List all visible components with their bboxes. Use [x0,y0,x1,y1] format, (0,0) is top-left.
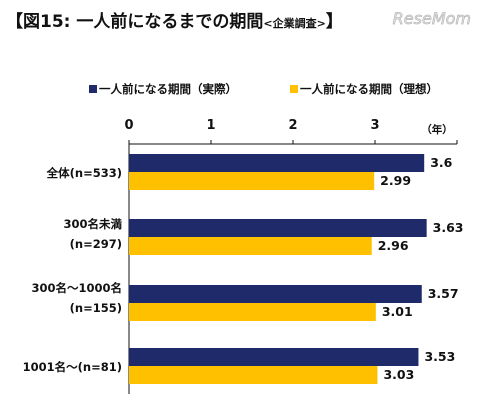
bar-actual-1 [129,219,427,237]
value-label-actual-1: 3.63 [433,220,464,235]
watermark: ReseMom [393,9,471,28]
value-label-ideal-3: 3.03 [383,367,414,382]
bar-actual-3 [129,348,419,366]
x-axis-ticks [128,140,458,144]
bar-ideal-0 [129,172,375,190]
value-label-ideal-1: 2.96 [378,238,409,253]
value-label-actual-2: 3.57 [428,286,459,301]
x-tick-1: 1 [206,118,215,133]
chart-title: 【図15: 一人前になるまでの期間<企業調査>】 [6,11,343,32]
category-label-300to1000: 300名～1000名(n=155) [31,281,122,315]
category-label-1001plus: 1001名～(n=81) [23,360,122,374]
legend-label-actual: 一人前になる期間（実際） [99,82,237,96]
chart-subtitle: <企業調査> [263,16,325,30]
legend-swatch-actual [89,85,97,93]
x-tick-2: 2 [288,118,297,133]
legend-label-ideal: 一人前になる期間（理想） [300,82,438,96]
legend-swatch-ideal [290,85,298,93]
bar-ideal-1 [129,237,372,255]
category-label-under300: 300名未満(n=297) [63,217,122,251]
bars-group: 3.6 2.99 3.63 2.96 3.57 3.01 3.53 3.03 [129,154,464,384]
category-label-all: 全体(n=533) [46,166,122,180]
bar-actual-2 [129,285,422,303]
value-label-actual-0: 3.6 [430,155,452,170]
value-label-ideal-2: 3.01 [382,304,413,319]
bar-actual-0 [129,154,425,172]
bar-ideal-3 [129,366,378,384]
x-tick-3: 3 [370,118,379,133]
value-label-actual-3: 3.53 [424,349,455,364]
value-label-ideal-0: 2.99 [380,173,411,188]
x-axis-unit: （年） [421,123,453,136]
x-tick-0: 0 [124,118,133,133]
bar-ideal-2 [129,303,376,321]
